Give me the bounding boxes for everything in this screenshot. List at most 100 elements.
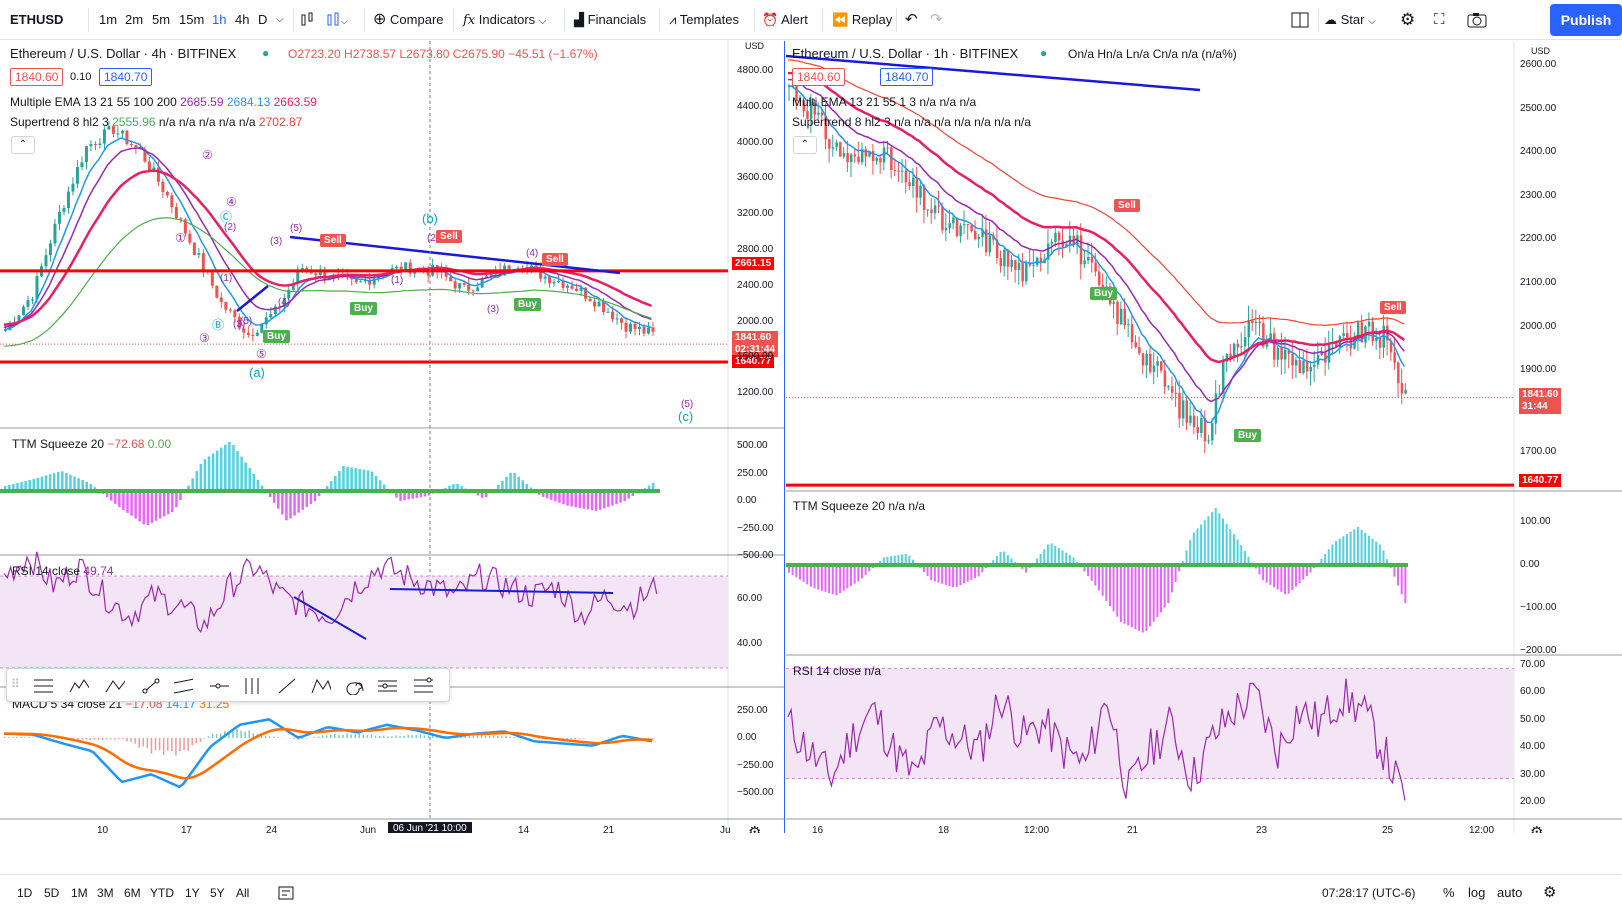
candle-body xyxy=(652,328,655,332)
star-button[interactable]: ☁ Star ⌵ xyxy=(1324,0,1376,40)
ttm-legend[interactable]: TTM Squeeze 20 −72.68 0.00 xyxy=(12,437,171,451)
horizontal-ray-icon[interactable] xyxy=(209,677,229,695)
ema-legend[interactable]: Multiple EMA 13 21 55 100 200 2685.59 26… xyxy=(10,95,317,109)
drawing-toolbar[interactable]: ⠿ xyxy=(6,668,450,702)
histogram-bar xyxy=(1204,520,1206,565)
indicator-templates-icon[interactable]: ⌵ xyxy=(326,12,348,28)
interval-d[interactable]: D xyxy=(258,0,267,40)
ttm-legend[interactable]: TTM Squeeze 20 n/a n/a xyxy=(793,499,925,513)
histogram-bar xyxy=(570,738,572,739)
elliott-wave-icon[interactable] xyxy=(69,677,89,695)
interval-4h[interactable]: 4h xyxy=(235,0,249,40)
calendar-range-icon[interactable] xyxy=(278,885,294,901)
candle-body xyxy=(607,312,610,313)
range-button-5y[interactable]: 5Y xyxy=(210,875,225,911)
interval-5m[interactable]: 5m xyxy=(152,0,170,40)
range-button-1d[interactable]: 1D xyxy=(17,875,32,911)
histogram-bar xyxy=(293,738,295,739)
alert-button[interactable]: ⏰ Alert xyxy=(762,0,808,40)
financials-button[interactable]: ▟ Financials xyxy=(574,0,646,40)
replay-button[interactable]: ⏪ Replay xyxy=(832,0,892,40)
range-button-ytd[interactable]: YTD xyxy=(150,875,174,911)
range-button-all[interactable]: All xyxy=(236,875,249,911)
pane-divider[interactable] xyxy=(784,41,785,833)
auto-toggle[interactable]: auto xyxy=(1497,875,1522,911)
gear-icon[interactable]: ⚙ xyxy=(1530,823,1543,833)
fib-retracement-icon[interactable] xyxy=(33,677,53,695)
histogram-bar xyxy=(821,565,823,591)
abc-pattern-icon[interactable] xyxy=(105,677,125,695)
fib-channel-icon[interactable] xyxy=(377,677,397,695)
candle-body xyxy=(1010,260,1013,267)
vertical-lines-icon[interactable] xyxy=(243,677,263,695)
ask-button[interactable]: 1840.70 xyxy=(880,68,933,86)
gear-icon[interactable]: ⚙ xyxy=(748,823,761,833)
right-chart-pane[interactable]: Ethereum / U.S. Dollar · 1h · BITFINEX ●… xyxy=(786,41,1622,833)
layout-icon[interactable] xyxy=(1291,12,1309,28)
time-axis-label: 21 xyxy=(603,825,614,833)
collapse-legend-icon[interactable]: ⌃ xyxy=(793,136,817,154)
rsi-legend[interactable]: RSI 14 close 49.74 xyxy=(12,564,113,578)
supertrend-legend[interactable]: Supertrend 8 hl2 3 2555.96 n/a n/a n/a n… xyxy=(10,115,302,129)
indicators-button[interactable]: fx Indicators ⌵ xyxy=(463,0,546,40)
candle-body xyxy=(894,170,897,171)
parallel-channel-icon[interactable] xyxy=(173,677,193,695)
redo-icon[interactable]: ↷ xyxy=(930,0,943,40)
ttm-axis-label: 0.00 xyxy=(737,495,756,506)
histogram-bar xyxy=(839,565,841,593)
candle-body xyxy=(1120,309,1123,324)
histogram-bar xyxy=(204,459,207,491)
templates-button[interactable]: ⩘ Templates xyxy=(669,0,739,40)
rsi-legend[interactable]: RSI 14 close n/a xyxy=(793,664,881,678)
collapse-legend-icon[interactable]: ⌃ xyxy=(11,136,35,154)
histogram-bar xyxy=(850,565,852,586)
camera-icon[interactable] xyxy=(1467,12,1487,28)
undo-icon[interactable]: ↶ xyxy=(905,0,918,40)
ema-legend[interactable]: Multi EMA 13 21 55 1 3 n/a n/a n/a xyxy=(792,95,976,109)
bar-style-icon[interactable] xyxy=(300,12,316,28)
candle-body xyxy=(901,171,904,172)
histogram-bar xyxy=(497,736,499,738)
range-button-5d[interactable]: 5D xyxy=(44,875,59,911)
fullscreen-icon[interactable]: ⛶ xyxy=(1434,0,1445,40)
interval-15m[interactable]: 15m xyxy=(179,0,204,40)
log-toggle[interactable]: log xyxy=(1468,875,1485,911)
time-axis-label: 16 xyxy=(812,825,823,833)
candle-body xyxy=(643,327,646,334)
range-button-6m[interactable]: 6M xyxy=(124,875,141,911)
interval-1m[interactable]: 1m xyxy=(99,0,117,40)
drag-handle-icon[interactable]: ⠿ xyxy=(11,677,31,695)
gear-icon[interactable]: ⚙ xyxy=(1400,0,1415,40)
ttm-na: n/a n/a xyxy=(888,499,925,513)
range-button-1m[interactable]: 1M xyxy=(71,875,88,911)
fib-spiral-icon[interactable] xyxy=(345,677,365,695)
ask-button[interactable]: 1840.70 xyxy=(99,68,152,86)
symbol-search[interactable]: ETHUSD xyxy=(10,0,63,40)
clock[interactable]: 07:28:17 (UTC-6) xyxy=(1322,875,1415,911)
supertrend-legend[interactable]: Supertrend 8 hl2 3 n/a n/a n/a n/a n/a n… xyxy=(792,115,1031,129)
chevron-down-icon[interactable]: ⌵ xyxy=(276,0,284,40)
histogram-bar xyxy=(94,738,96,740)
histogram-bar xyxy=(1098,565,1100,590)
st-na: n/a n/a n/a n/a n/a n/a n/a xyxy=(894,115,1031,129)
fib-timezone-icon[interactable] xyxy=(413,677,433,695)
histogram-bar xyxy=(301,738,303,739)
interval-1h[interactable]: 1h xyxy=(212,0,226,40)
histogram-bar xyxy=(1189,540,1191,565)
trend-line-icon[interactable] xyxy=(141,677,161,695)
xabcd-pattern-icon[interactable] xyxy=(311,677,331,695)
right-chart-canvas[interactable] xyxy=(786,41,1622,833)
compare-button[interactable]: ⊕ Compare xyxy=(373,0,444,40)
publish-button[interactable]: Publish xyxy=(1550,4,1622,36)
histogram-bar xyxy=(1113,565,1115,611)
gear-icon[interactable]: ⚙ xyxy=(1543,875,1556,911)
interval-2m[interactable]: 2m xyxy=(125,0,143,40)
candle-body xyxy=(948,223,951,228)
ray-icon[interactable] xyxy=(277,677,297,695)
percent-toggle[interactable]: % xyxy=(1443,875,1455,911)
bid-button[interactable]: 1840.60 xyxy=(792,68,845,86)
range-button-3m[interactable]: 3M xyxy=(97,875,114,911)
range-button-1y[interactable]: 1Y xyxy=(185,875,200,911)
left-chart-pane[interactable]: Ethereum / U.S. Dollar · 4h · BITFINEX ●… xyxy=(0,41,784,833)
bid-button[interactable]: 1840.60 xyxy=(10,68,63,86)
